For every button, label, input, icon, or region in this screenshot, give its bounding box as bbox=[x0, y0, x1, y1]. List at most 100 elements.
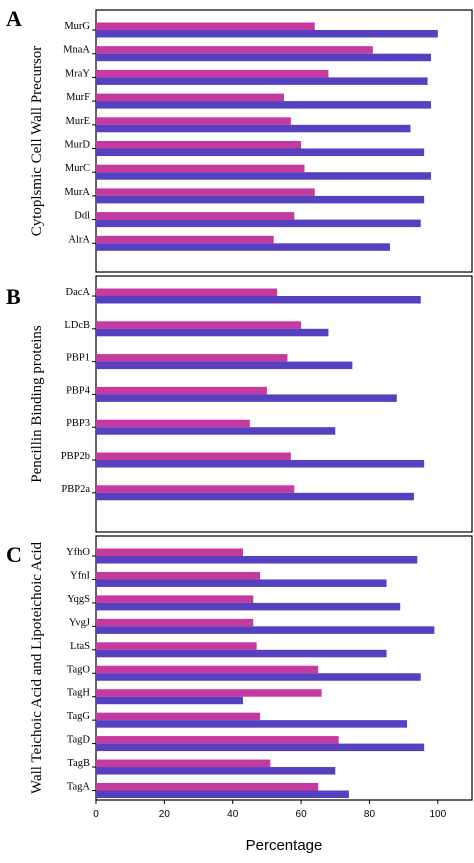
bar-series-b bbox=[96, 626, 435, 634]
bar-series-b bbox=[96, 195, 425, 204]
bar-series-a bbox=[96, 354, 288, 362]
category-label: AlrA bbox=[68, 234, 90, 245]
y-axis-label: Wall Teichoic Acid and Lipoteichoic Acid bbox=[29, 542, 45, 794]
bar-series-a bbox=[96, 164, 305, 173]
x-tick-label: 60 bbox=[296, 809, 308, 820]
category-label: TagG bbox=[67, 711, 91, 722]
bar-series-a bbox=[96, 689, 322, 697]
category-label: TagD bbox=[67, 735, 91, 746]
category-label: YfhO bbox=[66, 547, 90, 558]
bar-series-b bbox=[96, 328, 329, 337]
bar-series-b bbox=[96, 361, 353, 370]
bar-series-a bbox=[96, 93, 284, 102]
category-label: TagO bbox=[67, 664, 91, 675]
category-label: PBP3 bbox=[66, 418, 90, 429]
category-label: PBP2b bbox=[61, 451, 90, 462]
x-axis-label: Percentage bbox=[246, 837, 323, 854]
bar-series-a bbox=[96, 141, 302, 149]
bar-series-b bbox=[96, 492, 414, 501]
category-label: MurA bbox=[64, 187, 90, 198]
x-tick-label: 0 bbox=[93, 809, 99, 820]
plot-frame bbox=[95, 275, 473, 533]
bar-series-a bbox=[96, 452, 291, 460]
bar-series-b bbox=[96, 649, 387, 658]
bar-series-a bbox=[96, 665, 319, 674]
category-label: Ddl bbox=[74, 211, 90, 222]
bar-series-b bbox=[96, 720, 408, 728]
bar-series-a bbox=[96, 386, 267, 395]
bar-series-b bbox=[96, 579, 387, 587]
bar-series-a bbox=[96, 783, 319, 791]
panel-letter: A bbox=[6, 6, 22, 31]
bar-series-b bbox=[96, 427, 336, 435]
bar-series-b bbox=[96, 172, 431, 180]
category-label: MurD bbox=[64, 140, 90, 151]
category-label: LtaS bbox=[70, 641, 90, 652]
panel-c: C Wall Teichoic Acid and Lipoteichoic Aci… bbox=[6, 535, 473, 854]
bar-series-b bbox=[96, 124, 411, 133]
y-axis-label: Pencillin Binding proteins bbox=[29, 325, 45, 483]
bar-series-a bbox=[96, 736, 339, 744]
category-label: PBP1 bbox=[66, 353, 90, 364]
category-label: YvgJ bbox=[69, 617, 90, 628]
x-tick-label: 80 bbox=[364, 809, 376, 820]
bar-series-b bbox=[96, 460, 425, 468]
bar-series-b bbox=[96, 101, 431, 109]
bar-series-a bbox=[96, 288, 278, 296]
category-label: LDcB bbox=[64, 320, 90, 331]
panel-b: B Pencillin Binding proteins DacA LDcB PBP1 P… bbox=[6, 275, 473, 533]
bar-series-a bbox=[96, 712, 261, 721]
bar-series-b bbox=[96, 219, 421, 228]
bar-series-a bbox=[96, 46, 373, 54]
bar-series-b bbox=[96, 790, 349, 798]
x-tick-label: 40 bbox=[227, 809, 239, 820]
bar-series-a bbox=[96, 321, 302, 329]
bar-series-a bbox=[96, 485, 295, 493]
bar-series-a bbox=[96, 595, 254, 603]
bar-series-b bbox=[96, 556, 418, 564]
bar-series-a bbox=[96, 212, 295, 220]
bar-series-a bbox=[96, 188, 315, 196]
category-label: YfnI bbox=[70, 570, 90, 581]
category-label: TagB bbox=[67, 758, 90, 769]
bar-series-a bbox=[96, 642, 257, 650]
category-label: MurG bbox=[64, 21, 90, 32]
category-label: DacA bbox=[66, 287, 91, 298]
category-label: MurE bbox=[66, 116, 91, 127]
category-label: PBP2a bbox=[61, 484, 90, 495]
bar-series-a bbox=[96, 618, 254, 627]
panel-a: A Cytoplsmic Cell Wall Precursor MurG MnaA M… bbox=[6, 6, 473, 273]
category-label: MnaA bbox=[63, 45, 90, 56]
bar-series-a bbox=[96, 571, 261, 580]
bar-series-b bbox=[96, 30, 438, 38]
x-tick-label: 100 bbox=[429, 809, 446, 820]
bar-series-b bbox=[96, 602, 401, 611]
category-label: MurF bbox=[66, 92, 90, 103]
bar-series-b bbox=[96, 767, 336, 775]
x-tick-label: 20 bbox=[159, 809, 171, 820]
bar-series-b bbox=[96, 53, 431, 62]
panels: A Cytoplsmic Cell Wall Precursor MurG MnaA M… bbox=[6, 6, 473, 854]
bar-series-a bbox=[96, 548, 243, 556]
y-axis-label: Cytoplsmic Cell Wall Precursor bbox=[29, 46, 45, 237]
bar-series-b bbox=[96, 696, 243, 705]
bar-series-a bbox=[96, 235, 274, 244]
bar-series-a bbox=[96, 22, 315, 30]
bar-series-a bbox=[96, 69, 329, 78]
bar-series-a bbox=[96, 117, 291, 125]
bar-series-b bbox=[96, 148, 425, 156]
bar-series-b bbox=[96, 243, 390, 251]
bar-series-a bbox=[96, 419, 250, 428]
panel-letter: C bbox=[6, 542, 22, 567]
category-label: YqgS bbox=[67, 594, 90, 605]
bar-series-b bbox=[96, 296, 421, 304]
bar-series-b bbox=[96, 77, 428, 85]
bar-series-b bbox=[96, 743, 425, 752]
bar-series-b bbox=[96, 394, 397, 402]
category-label: MurC bbox=[65, 163, 90, 174]
panel-letter: B bbox=[6, 284, 21, 309]
bar-series-a bbox=[96, 759, 271, 768]
bar-series-b bbox=[96, 673, 421, 681]
category-label: PBP4 bbox=[66, 385, 91, 396]
